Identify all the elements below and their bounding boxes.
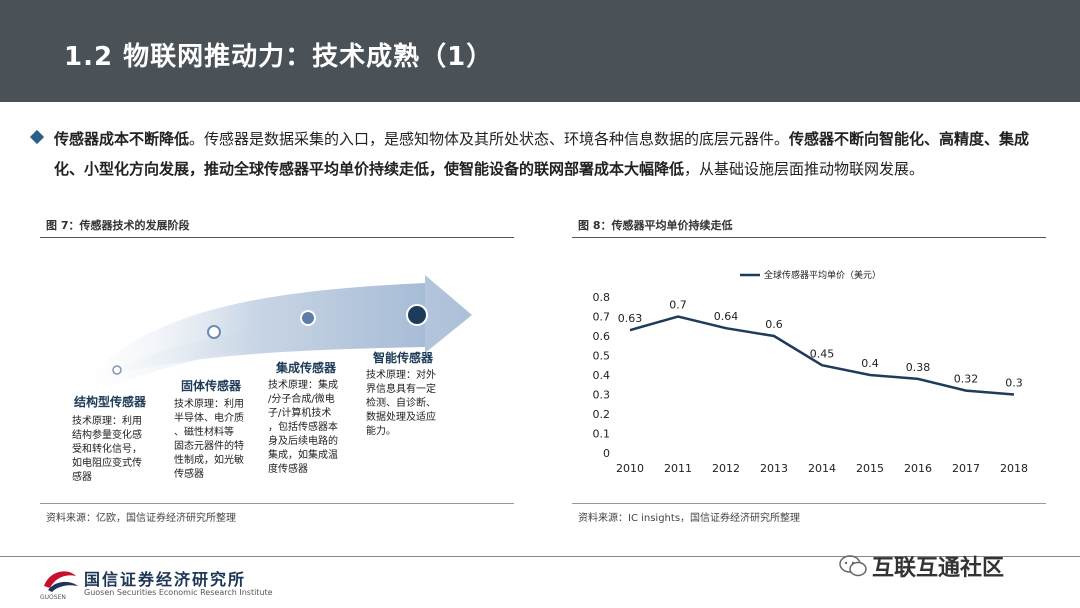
guosen-logo-icon: [44, 571, 78, 592]
data-label: 0.6: [765, 318, 783, 331]
x-tick-label: 2011: [664, 462, 692, 475]
legend-label: 全球传感器平均单价（美元）: [764, 269, 881, 281]
logo-text-sub: GUOSEN: [40, 594, 66, 601]
stage-desc-line: ，包括传感器本: [268, 422, 338, 433]
stage-desc-line: 能力。: [366, 426, 396, 437]
stage-desc-2: 技术原理：利用 半导体、电介质 、磁性材料等 固态元器件的特 性制成，如光敏 传…: [174, 398, 244, 482]
logo-text-cn: 国信证券经济研究所: [84, 570, 247, 589]
bullet-paragraph: 传感器成本不断降低。传感器是数据采集的入口，是感知物体及其所处状态、环境各种信息…: [29, 124, 1052, 184]
x-tick-label: 2013: [760, 462, 788, 475]
stage-desc-line: 性制成，如光敏: [174, 455, 244, 466]
y-tick-label: 0: [603, 447, 610, 460]
footer-rule: [0, 556, 1080, 557]
x-tick-label: 2015: [856, 462, 884, 475]
stage-desc-line: 身及后续电路的: [268, 436, 338, 447]
fig8-top-rule: [572, 237, 1046, 238]
bullet-text: 传感器成本不断降低。传感器是数据采集的入口，是感知物体及其所处状态、环境各种信息…: [32, 124, 1052, 184]
stage-title-4: 智能传感器: [373, 351, 434, 365]
stage-desc-line: 技术原理：利用: [72, 416, 142, 427]
x-tick-label: 2012: [712, 462, 740, 475]
y-tick-label: 0.4: [593, 369, 611, 382]
stage-desc-line: 传感器: [174, 469, 204, 480]
y-tick-label: 0.5: [593, 350, 611, 363]
stage-desc-line: 结构参量变化感: [72, 430, 142, 441]
wechat-icon: [839, 555, 867, 577]
stage-desc-line: 如电阻应变式传: [72, 458, 142, 469]
bullet-text-1: 。传感器是数据采集的入口，是感知物体及其所处状态、环境各种信息数据的底层元器件。: [189, 130, 790, 148]
fig7-top-rule: [40, 237, 514, 238]
y-tick-label: 0.8: [593, 291, 611, 304]
stage-desc-line: 集成，如集成温: [268, 450, 338, 461]
x-tick-label: 2016: [904, 462, 932, 475]
stage-desc-line: 技术原理：集成: [268, 380, 338, 391]
data-label: 0.32: [954, 373, 979, 386]
fig8-source: 资料来源：IC insights，国信证券经济研究所整理: [578, 513, 801, 524]
stage-desc-line: 检测、自诊断、: [366, 398, 436, 409]
stage-desc-line: /分子合成/微电: [268, 394, 335, 405]
y-tick-label: 0.3: [593, 389, 611, 402]
series-line: [629, 315, 1015, 396]
data-label: 0.4: [861, 357, 879, 370]
stage-desc-line: 半导体、电介质: [174, 413, 244, 424]
page-title: 1.2 物联网推动力：技术成熟（1）: [64, 42, 494, 72]
x-tick-label: 2017: [952, 462, 980, 475]
stage-desc-line: 感器: [72, 472, 92, 483]
stage-desc-line: 、磁性材料等: [174, 427, 234, 438]
growth-arrow-body: [80, 283, 425, 385]
x-tick-label: 2018: [1000, 462, 1028, 475]
stage-desc-4: 技术原理：对外 界信息具有一定 检测、自诊断、 数据处理及适应 能力。: [366, 369, 436, 439]
stage-title-2: 固体传感器: [181, 379, 242, 393]
bullet-text-2: ，从基础设施层面推动物联网发展。: [684, 160, 925, 178]
x-tick-label: 2014: [808, 462, 836, 475]
stage-desc-line: 子/计算机技术: [268, 408, 332, 419]
y-tick-label: 0.1: [593, 428, 611, 441]
y-tick-label: 0.6: [593, 330, 611, 343]
stage-dot-3: [300, 310, 316, 326]
data-label: 0.45: [810, 347, 835, 360]
stage-desc-line: 数据处理及适应: [366, 412, 436, 423]
data-label: 0.64: [714, 310, 739, 323]
logo-text-en: Guosen Securities Economic Research Inst…: [84, 588, 273, 597]
fig7-arrow-diagram: [80, 275, 472, 393]
x-tick-label: 2010: [616, 462, 644, 475]
stage-desc-line: 度传感器: [268, 464, 308, 475]
price-line-chart: 0 0.1 0.2 0.3 0.4 0.5 0.6 0.7 0.8 2010 2011 2012 201…: [593, 269, 1029, 475]
stage-desc-line: 技术原理：对外: [366, 370, 436, 381]
stage-desc-1: 技术原理：利用 结构参量变化感 受和转化信号， 如电阻应变式传 感器: [72, 415, 142, 485]
fig7-label: 图 7：传感器技术的发展阶段: [46, 219, 190, 232]
y-tick-label: 0.7: [593, 311, 611, 324]
stage-dot-2: [207, 325, 221, 339]
data-label: 0.3: [1005, 377, 1023, 390]
stage-desc-3: 技术原理：集成 /分子合成/微电 子/计算机技术 ，包括传感器本 身及后续电路的…: [268, 379, 338, 477]
watermark-text: 互联互通社区: [872, 556, 1005, 581]
stage-title-3: 集成传感器: [276, 361, 337, 375]
stage-desc-line: 受和转化信号，: [72, 444, 142, 455]
data-label: 0.7: [669, 299, 687, 312]
bullet-bold-1: 传感器成本不断降低: [54, 130, 190, 148]
stage-desc-line: 固态元器件的特: [174, 441, 244, 452]
stage-desc-line: 界信息具有一定: [366, 384, 436, 395]
fig8-label: 图 8：传感器平均单价持续走低: [578, 219, 733, 232]
bullet-bold-2: 传感器不断向智能化、高精度、集成化、小型化方向发展，推动全球传感器平均单价持续走…: [54, 130, 1030, 178]
stage-dot-4: [406, 304, 428, 326]
fig8-bottom-rule: [572, 503, 1046, 504]
fig7-source: 资料来源：亿欧，国信证券经济研究所整理: [46, 513, 236, 524]
y-tick-label: 0.2: [593, 408, 611, 421]
fig7-bottom-rule: [40, 503, 514, 504]
data-label: 0.63: [618, 312, 643, 325]
stage-title-1: 结构型传感器: [74, 395, 147, 409]
stage-desc-line: 技术原理：利用: [174, 399, 244, 410]
header-bar: 1.2 物联网推动力：技术成熟（1）: [0, 0, 1080, 102]
data-label: 0.38: [906, 361, 931, 374]
stage-dot-1: [112, 365, 122, 375]
